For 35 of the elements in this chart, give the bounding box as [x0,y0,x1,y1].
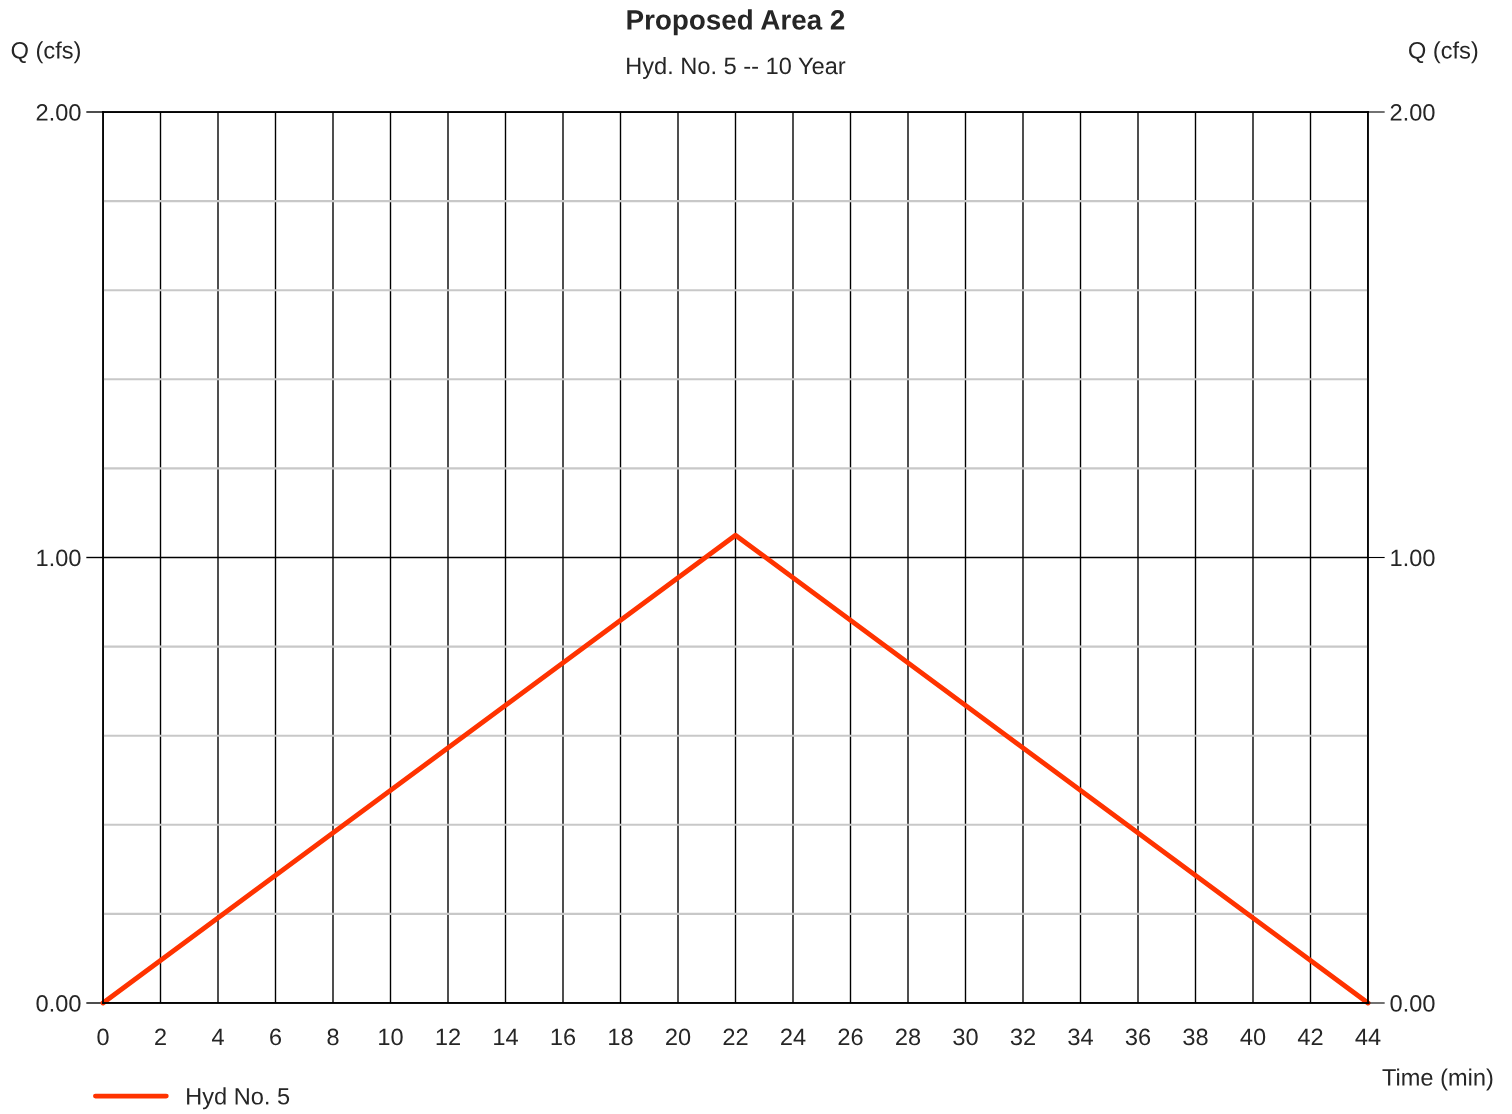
chart-subtitle: Hyd. No. 5 -- 10 Year [627,56,846,79]
x-tick-label: 38 [1183,1028,1208,1046]
x-tick-label: 22 [723,1028,748,1046]
x-tick-label: 4 [211,1028,224,1046]
y-axis-title: Q (cfs) [11,41,80,64]
x-tick-label: 24 [781,1028,806,1046]
x-tick-label: 26 [838,1028,863,1046]
x-tick-label: 14 [494,1028,518,1046]
x-tick-label: 28 [896,1028,921,1046]
x-tick-label: 30 [953,1028,978,1046]
y2-tick-label: 1.00 [1391,549,1435,567]
y-tick-label: 1.00 [37,549,81,567]
y-tick-label: 2.00 [36,104,81,121]
x-axis-title: Time (min) [1382,1068,1493,1091]
x-tick-label: 44 [1355,1028,1381,1046]
x-tick-label: 34 [1068,1028,1093,1046]
x-tick-label: 2 [155,1028,166,1046]
y-tick-label: 0.00 [36,995,81,1012]
x-tick-label: 20 [666,1028,691,1046]
y2-tick-label: 2.00 [1390,104,1435,121]
chart-title: Proposed Area 2 [627,9,845,36]
x-tick-label: 36 [1125,1028,1151,1046]
x-tick-label: 8 [327,1028,339,1046]
x-tick-label: 40 [1240,1028,1266,1046]
x-tick-label: 0 [97,1028,109,1046]
y2-axis-title: Q (cfs) [1409,41,1478,64]
x-tick-label: 42 [1297,1028,1323,1046]
x-tick-label: 10 [379,1028,403,1046]
x-tick-label: 18 [609,1028,633,1046]
y2-tick-label: 0.00 [1390,995,1435,1012]
x-tick-label: 6 [270,1028,282,1046]
legend-label: Hyd No. 5 [187,1087,290,1110]
x-tick-label: 12 [436,1028,460,1046]
x-tick-label: 32 [1010,1028,1035,1046]
x-tick-label: 16 [551,1028,576,1046]
